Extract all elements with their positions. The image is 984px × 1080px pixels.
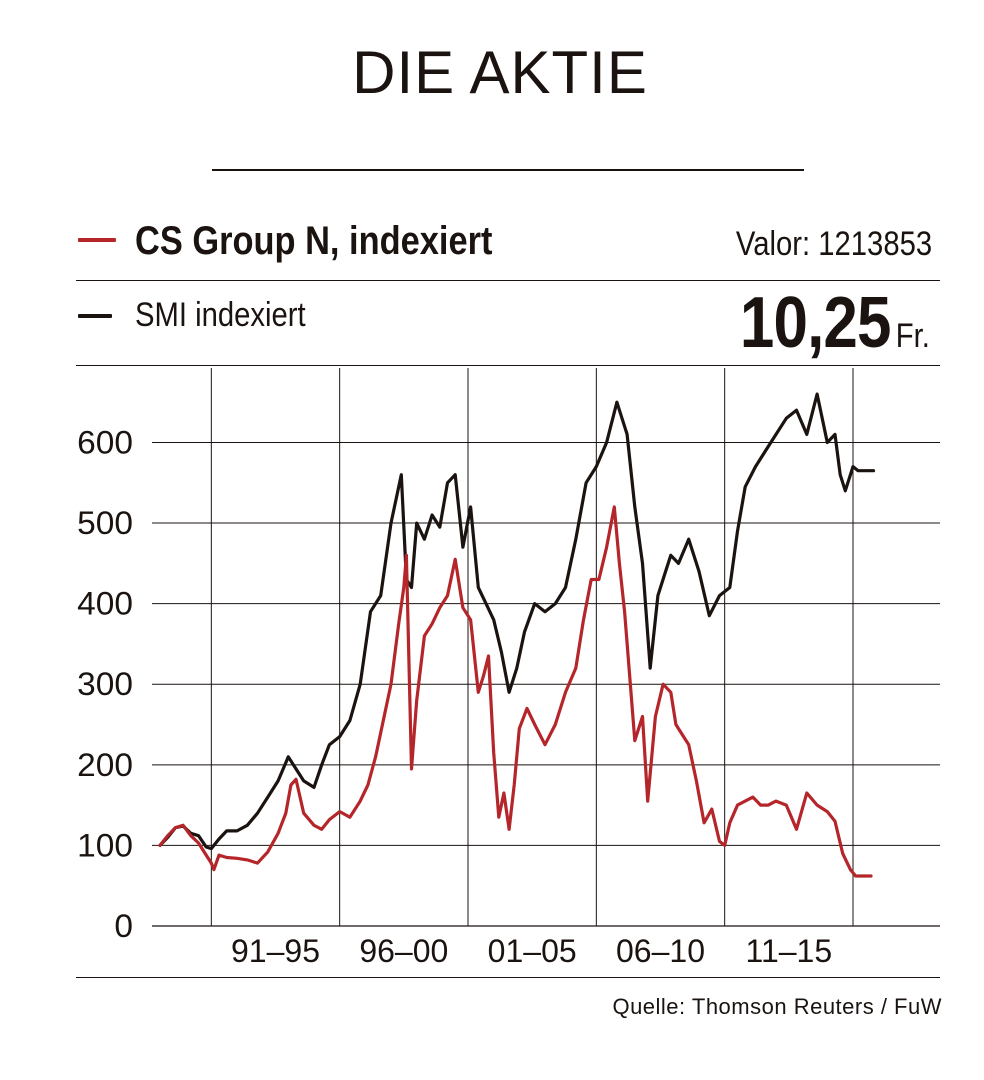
legend-bottom-divider (76, 365, 940, 366)
price-unit: Fr. (895, 317, 930, 355)
cs-legend-label: CS Group N, indexiert (135, 219, 493, 263)
x-tick-label: 01–05 (488, 933, 577, 969)
y-tick-label: 100 (77, 827, 133, 863)
title-divider (212, 169, 804, 171)
y-tick-label: 500 (77, 505, 133, 541)
price-value: 10,25 (740, 283, 892, 363)
current-price: 10,25 Fr. (740, 282, 930, 364)
y-tick-label: 0 (114, 908, 133, 944)
x-tick-label: 11–15 (746, 933, 833, 969)
y-tick-label: 300 (77, 666, 133, 702)
valor-number: Valor: 1213853 (735, 225, 932, 263)
legend-divider (76, 280, 940, 281)
page-title: DIE AKTIE (352, 39, 648, 106)
y-tick-label: 200 (77, 747, 133, 783)
smi-legend-swatch (78, 314, 112, 318)
x-tick-label: 91–95 (231, 933, 320, 969)
x-tick-label: 06–10 (616, 933, 705, 969)
source-credit: Quelle: Thomson Reuters / FuW (612, 994, 942, 1019)
y-tick-label: 600 (77, 424, 133, 460)
smi-series-line (158, 392, 876, 851)
smi-legend-label: SMI indexiert (135, 296, 306, 334)
cs-series-line (158, 505, 873, 878)
x-tick-label: 96–00 (359, 933, 448, 969)
y-tick-label: 400 (77, 586, 133, 622)
cs-legend-swatch (78, 238, 116, 242)
footer-divider (76, 977, 940, 978)
